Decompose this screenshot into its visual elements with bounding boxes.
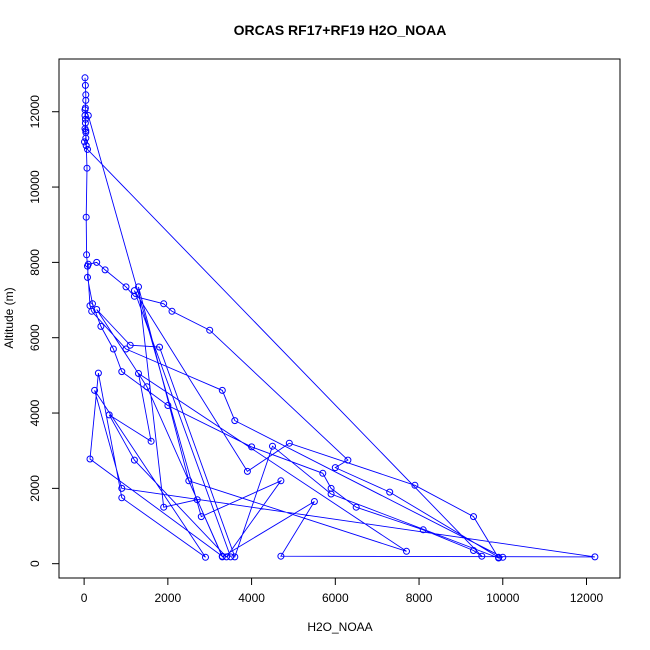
data-point (248, 443, 256, 451)
y-tick-label: 0 (28, 560, 42, 567)
series-line (84, 77, 595, 559)
y-tick-label: 12000 (28, 95, 42, 129)
x-tick-label: 8000 (406, 591, 433, 605)
data-point (130, 456, 138, 464)
data-point (327, 490, 335, 498)
y-tick-label: 4000 (28, 399, 42, 426)
data-point (97, 322, 105, 330)
data-point (118, 368, 126, 376)
data-point (160, 300, 168, 308)
data-point (231, 417, 239, 425)
y-tick-label: 10000 (28, 170, 42, 204)
data-point (202, 553, 209, 561)
data-point (82, 134, 90, 142)
data-point (147, 437, 155, 445)
data-point (470, 547, 477, 554)
data-point (82, 96, 90, 104)
data-point (130, 287, 138, 295)
data-point (310, 498, 318, 505)
data-point (164, 402, 172, 409)
data-point (591, 553, 599, 561)
data-point (478, 552, 486, 560)
x-tick-label: 12000 (570, 591, 604, 605)
data-point (81, 138, 88, 146)
data-point (411, 481, 419, 489)
data-point (243, 467, 251, 475)
data-point (227, 553, 235, 561)
data-point (218, 386, 226, 394)
chart-title: ORCAS RF17+RF19 H2O_NOAA (234, 22, 447, 38)
data-point (470, 513, 477, 521)
x-tick-label: 0 (81, 591, 88, 605)
data-point (168, 307, 176, 315)
x-tick-label: 6000 (322, 591, 349, 605)
x-tick-label: 10000 (486, 591, 520, 605)
data-point (277, 477, 285, 485)
data-point (156, 343, 163, 351)
data-point (93, 258, 101, 266)
data-point (495, 554, 503, 562)
data-point (197, 513, 205, 521)
data-point (160, 503, 168, 511)
data-point (269, 442, 276, 450)
y-tick-label: 6000 (28, 324, 42, 351)
data-point (218, 552, 226, 560)
y-axis: 0 2000 4000 6000 8000 10000 12000 (28, 95, 60, 567)
x-axis: 0 2000 4000 6000 8000 10000 12000 (81, 577, 604, 605)
data-point (86, 302, 94, 310)
data-point (206, 326, 214, 334)
data-point (499, 553, 507, 561)
data-point (135, 283, 142, 291)
data-point (344, 456, 352, 464)
data-point (93, 306, 101, 313)
data-point (84, 262, 91, 270)
data-point (277, 552, 285, 560)
data-point (84, 273, 91, 281)
data-point (126, 341, 134, 349)
data-point (386, 488, 394, 496)
data-point (82, 127, 90, 135)
data-point (143, 383, 151, 391)
data-point (185, 477, 193, 485)
data-point (419, 526, 427, 534)
x-tick-label: 4000 (238, 591, 265, 605)
data-point (118, 494, 126, 502)
data-point (81, 74, 89, 82)
data-point (331, 464, 339, 472)
data-point (82, 142, 90, 150)
data-point (81, 81, 89, 89)
data-point (83, 164, 91, 172)
data-point (105, 411, 113, 419)
data-point (83, 251, 91, 259)
data-point (223, 553, 230, 561)
data-point (82, 213, 90, 221)
data-point (91, 386, 99, 394)
x-axis-label: H2O_NOAA (307, 620, 372, 634)
data-point (193, 496, 201, 504)
data-point (109, 345, 117, 353)
data-point (101, 266, 109, 274)
data-point (84, 145, 91, 153)
x-tick-label: 2000 (154, 591, 181, 605)
data-point (403, 547, 410, 555)
y-tick-label: 2000 (28, 475, 42, 502)
data-point (84, 112, 92, 119)
data-point (231, 553, 239, 561)
data-point (352, 503, 360, 511)
data-point (319, 469, 327, 477)
data-point (135, 370, 142, 377)
data-point (86, 455, 94, 463)
data-point (285, 439, 293, 447)
plot-frame (58, 58, 621, 579)
y-tick-label: 8000 (28, 249, 42, 276)
data-point (94, 369, 102, 377)
data-point (122, 283, 130, 291)
series-polyline (84, 77, 595, 559)
y-axis-label: Altitude (m) (2, 287, 16, 348)
data-point (122, 345, 130, 353)
data-point (118, 484, 126, 492)
data-point (81, 106, 89, 114)
series-points (81, 74, 599, 562)
